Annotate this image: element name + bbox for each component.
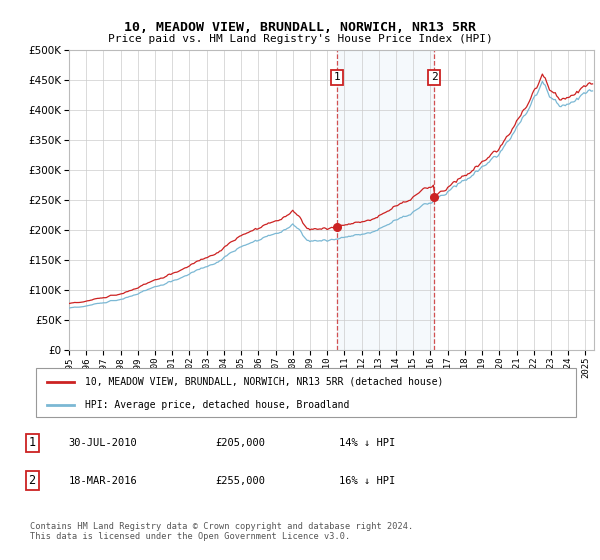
Text: 2: 2 [431, 72, 437, 82]
Text: Contains HM Land Registry data © Crown copyright and database right 2024.
This d: Contains HM Land Registry data © Crown c… [30, 522, 413, 542]
FancyBboxPatch shape [36, 368, 576, 417]
Text: 10, MEADOW VIEW, BRUNDALL, NORWICH, NR13 5RR: 10, MEADOW VIEW, BRUNDALL, NORWICH, NR13… [124, 21, 476, 34]
Text: 1: 1 [334, 72, 341, 82]
Text: £205,000: £205,000 [215, 438, 265, 448]
Text: 14% ↓ HPI: 14% ↓ HPI [340, 438, 396, 448]
Text: Price paid vs. HM Land Registry's House Price Index (HPI): Price paid vs. HM Land Registry's House … [107, 34, 493, 44]
Text: 2: 2 [29, 474, 35, 487]
Text: HPI: Average price, detached house, Broadland: HPI: Average price, detached house, Broa… [85, 400, 349, 410]
Bar [337, 50, 434, 350]
Text: 16% ↓ HPI: 16% ↓ HPI [340, 476, 396, 486]
Text: 30-JUL-2010: 30-JUL-2010 [69, 438, 137, 448]
Text: 1: 1 [29, 436, 35, 450]
Text: £255,000: £255,000 [215, 476, 265, 486]
Text: 10, MEADOW VIEW, BRUNDALL, NORWICH, NR13 5RR (detached house): 10, MEADOW VIEW, BRUNDALL, NORWICH, NR13… [85, 377, 443, 387]
Text: 18-MAR-2016: 18-MAR-2016 [69, 476, 137, 486]
